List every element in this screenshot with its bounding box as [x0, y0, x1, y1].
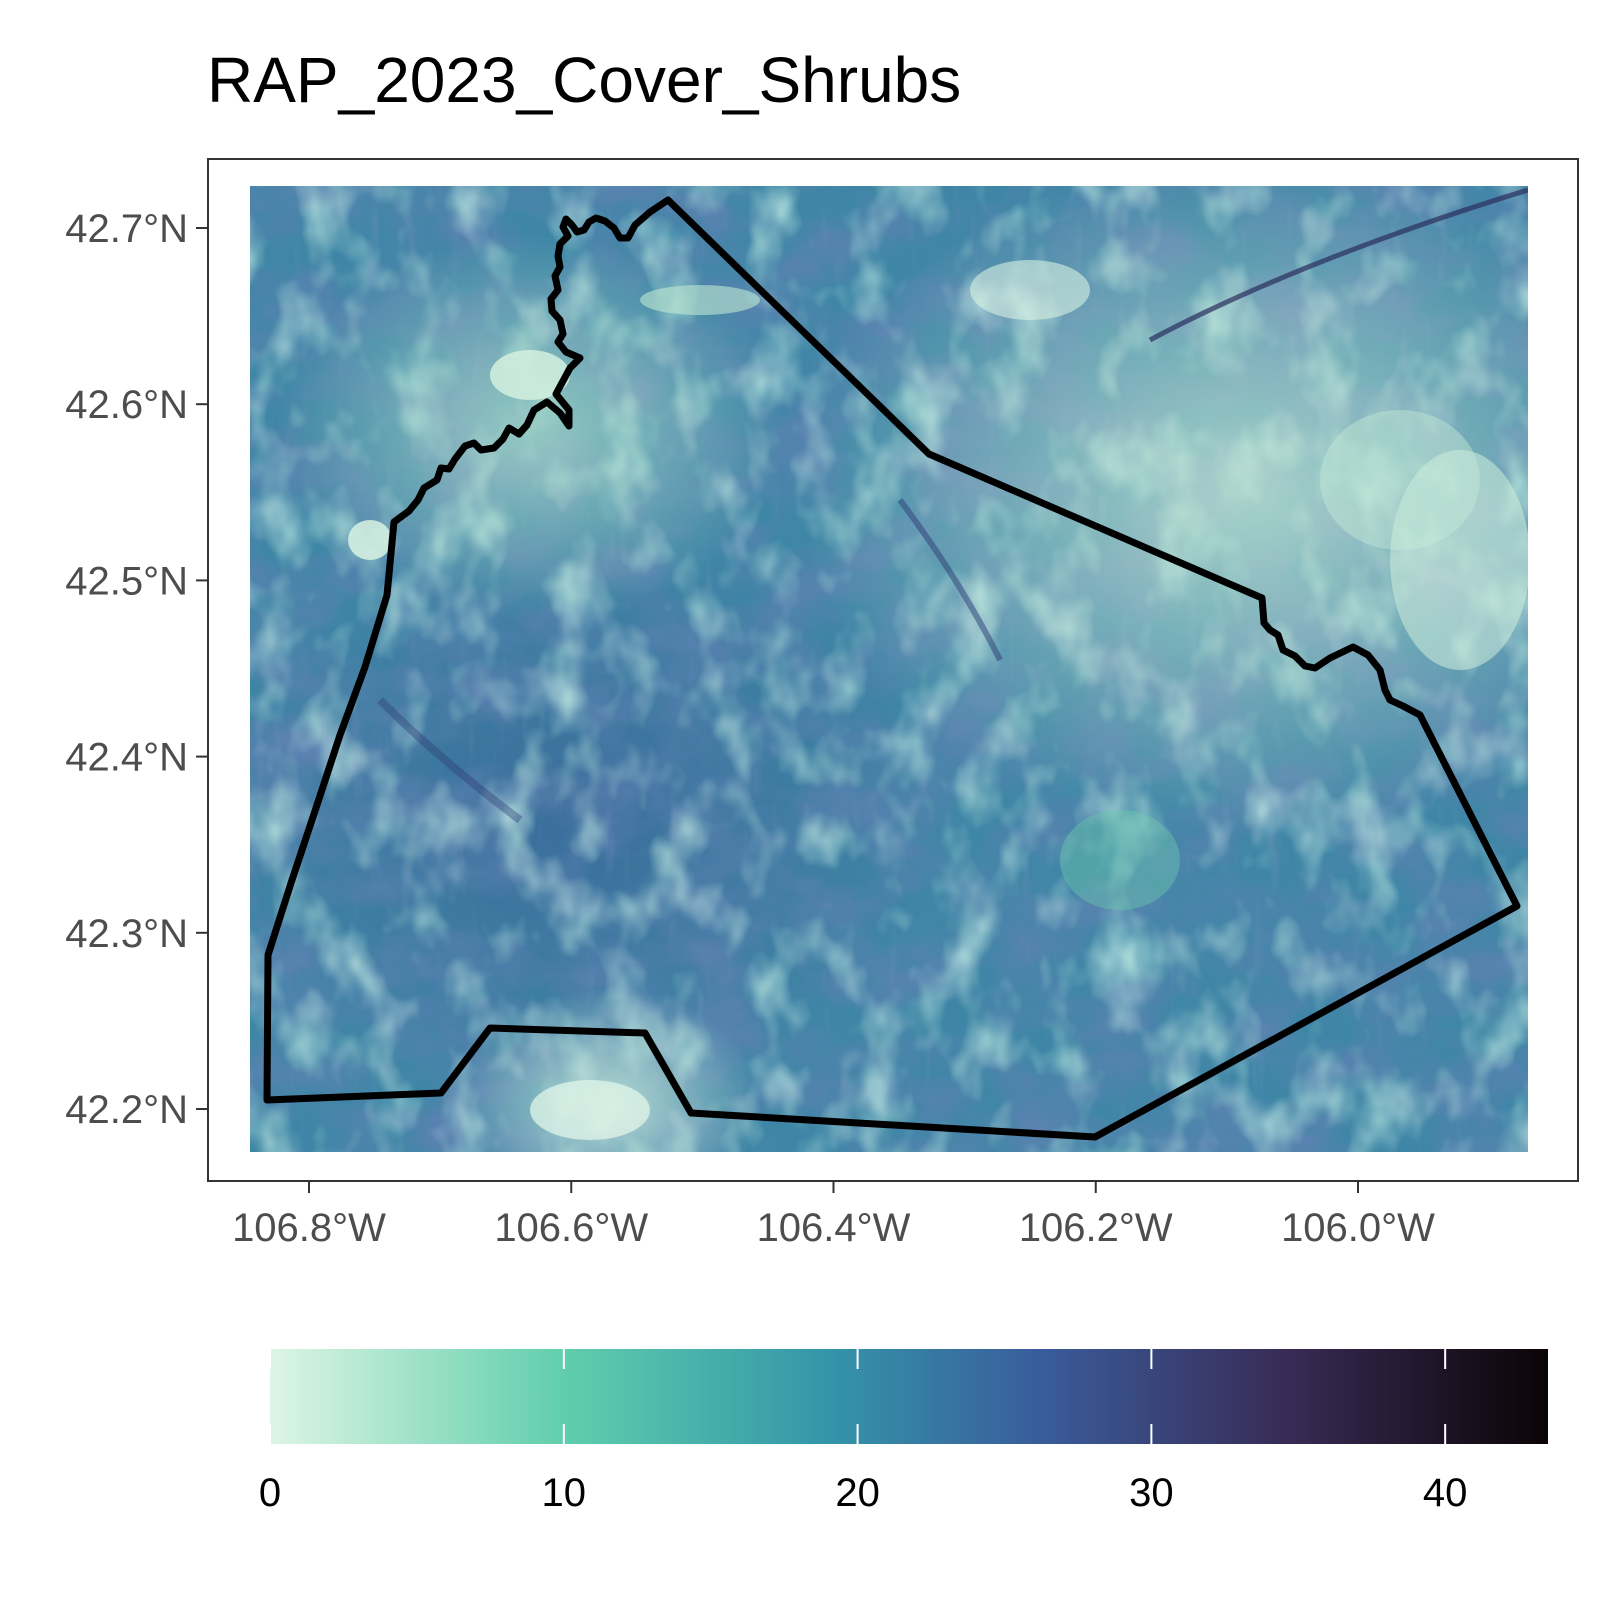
legend-tick-label: 0: [259, 1471, 281, 1515]
x-tick-label: 106.4°W: [757, 1206, 911, 1250]
legend-tick-label: 10: [542, 1471, 587, 1515]
x-tick-label: 106.0°W: [1281, 1206, 1435, 1250]
y-tick-label: 42.6°N: [65, 383, 188, 427]
x-tick-label: 106.8°W: [232, 1206, 386, 1250]
y-tick-label: 42.4°N: [65, 736, 188, 780]
x-tick-label: 106.2°W: [1019, 1206, 1173, 1250]
y-axis: 42.7°N 42.6°N 42.5°N 42.4°N 42.3°N 42.2°N: [65, 207, 208, 1132]
x-tick-label: 106.6°W: [494, 1206, 648, 1250]
legend: 0 10 20 30 40: [259, 1349, 1548, 1515]
legend-tick-label: 30: [1129, 1471, 1174, 1515]
y-tick-label: 42.5°N: [65, 559, 188, 603]
shrub-cover-raster: [250, 186, 1528, 1152]
y-tick-label: 42.7°N: [65, 207, 188, 251]
y-tick-label: 42.3°N: [65, 912, 188, 956]
x-axis: 106.8°W 106.6°W 106.4°W 106.2°W 106.0°W: [232, 1181, 1435, 1250]
y-tick-label: 42.2°N: [65, 1088, 188, 1132]
map-title: RAP_2023_Cover_Shrubs: [207, 44, 962, 116]
legend-ticks: 0 10 20 30 40: [259, 1349, 1468, 1515]
study-area-boundary: [263, 196, 1521, 1141]
legend-colorbar: [270, 1349, 1548, 1444]
legend-tick-label: 40: [1423, 1471, 1468, 1515]
legend-tick-label: 20: [835, 1471, 880, 1515]
